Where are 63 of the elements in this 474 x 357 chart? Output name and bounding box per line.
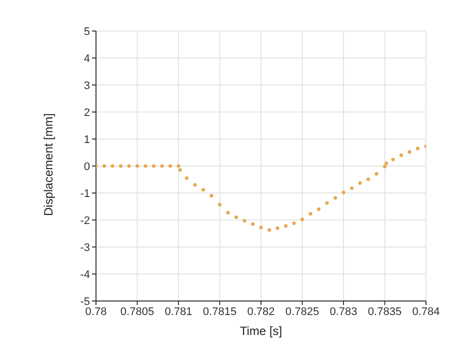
point <box>267 228 272 232</box>
point <box>118 164 123 168</box>
point <box>127 164 131 168</box>
point <box>366 177 370 182</box>
point <box>218 202 222 206</box>
point <box>226 210 230 214</box>
point <box>374 172 378 176</box>
point <box>408 150 412 154</box>
y-tick-label: 2 <box>84 106 90 119</box>
x-tick-label: 0.784 <box>412 306 440 318</box>
x-tick-label: 0.7815 <box>202 306 237 318</box>
x-tick-label: 0.781 <box>164 306 192 318</box>
y-axis-title: Displacement [mm] <box>41 113 56 216</box>
y-tick-label: 5 <box>84 26 90 38</box>
point <box>184 176 189 180</box>
y-tick-label: -5 <box>80 296 90 308</box>
point <box>176 164 180 168</box>
y-tick-label: -4 <box>80 268 90 281</box>
point <box>152 164 156 168</box>
point <box>250 222 255 226</box>
y-tick-label: 4 <box>84 52 90 65</box>
point <box>399 153 404 157</box>
point <box>300 218 304 222</box>
point <box>259 226 263 230</box>
point <box>210 194 214 198</box>
x-tick-label: 0.782 <box>247 306 275 318</box>
point <box>102 164 106 168</box>
point <box>234 216 238 220</box>
point <box>110 164 114 168</box>
point <box>342 190 346 194</box>
point <box>144 164 148 168</box>
y-tick-label: 0 <box>84 160 90 173</box>
point <box>292 221 296 226</box>
point <box>416 146 420 150</box>
y-tick-label: -3 <box>80 242 90 254</box>
x-tick-label: 0.7805 <box>120 306 154 318</box>
point <box>382 164 387 168</box>
x-axis-title: Time [s] <box>240 324 282 338</box>
x-tick-label: 0.7835 <box>368 306 402 318</box>
point <box>276 226 280 230</box>
point <box>358 181 362 185</box>
x-tick-label: 0.78 <box>85 306 107 318</box>
point <box>333 196 338 200</box>
point <box>135 164 140 168</box>
point <box>316 207 321 211</box>
x-tick-label: 0.783 <box>330 306 358 318</box>
point <box>308 212 312 216</box>
point <box>284 224 288 228</box>
y-tick-label: -2 <box>80 214 90 227</box>
x-tick-label: 0.7825 <box>285 306 320 318</box>
point <box>193 183 197 187</box>
point <box>391 158 395 162</box>
y-tick-label: -1 <box>80 188 90 200</box>
point <box>178 168 182 172</box>
point <box>325 201 329 205</box>
point <box>384 162 388 166</box>
point <box>168 164 172 168</box>
y-tick-label: 3 <box>84 80 90 92</box>
point <box>350 186 354 190</box>
point <box>242 219 246 223</box>
point <box>201 188 206 192</box>
y-tick-label: 1 <box>84 134 90 146</box>
point <box>160 164 164 168</box>
